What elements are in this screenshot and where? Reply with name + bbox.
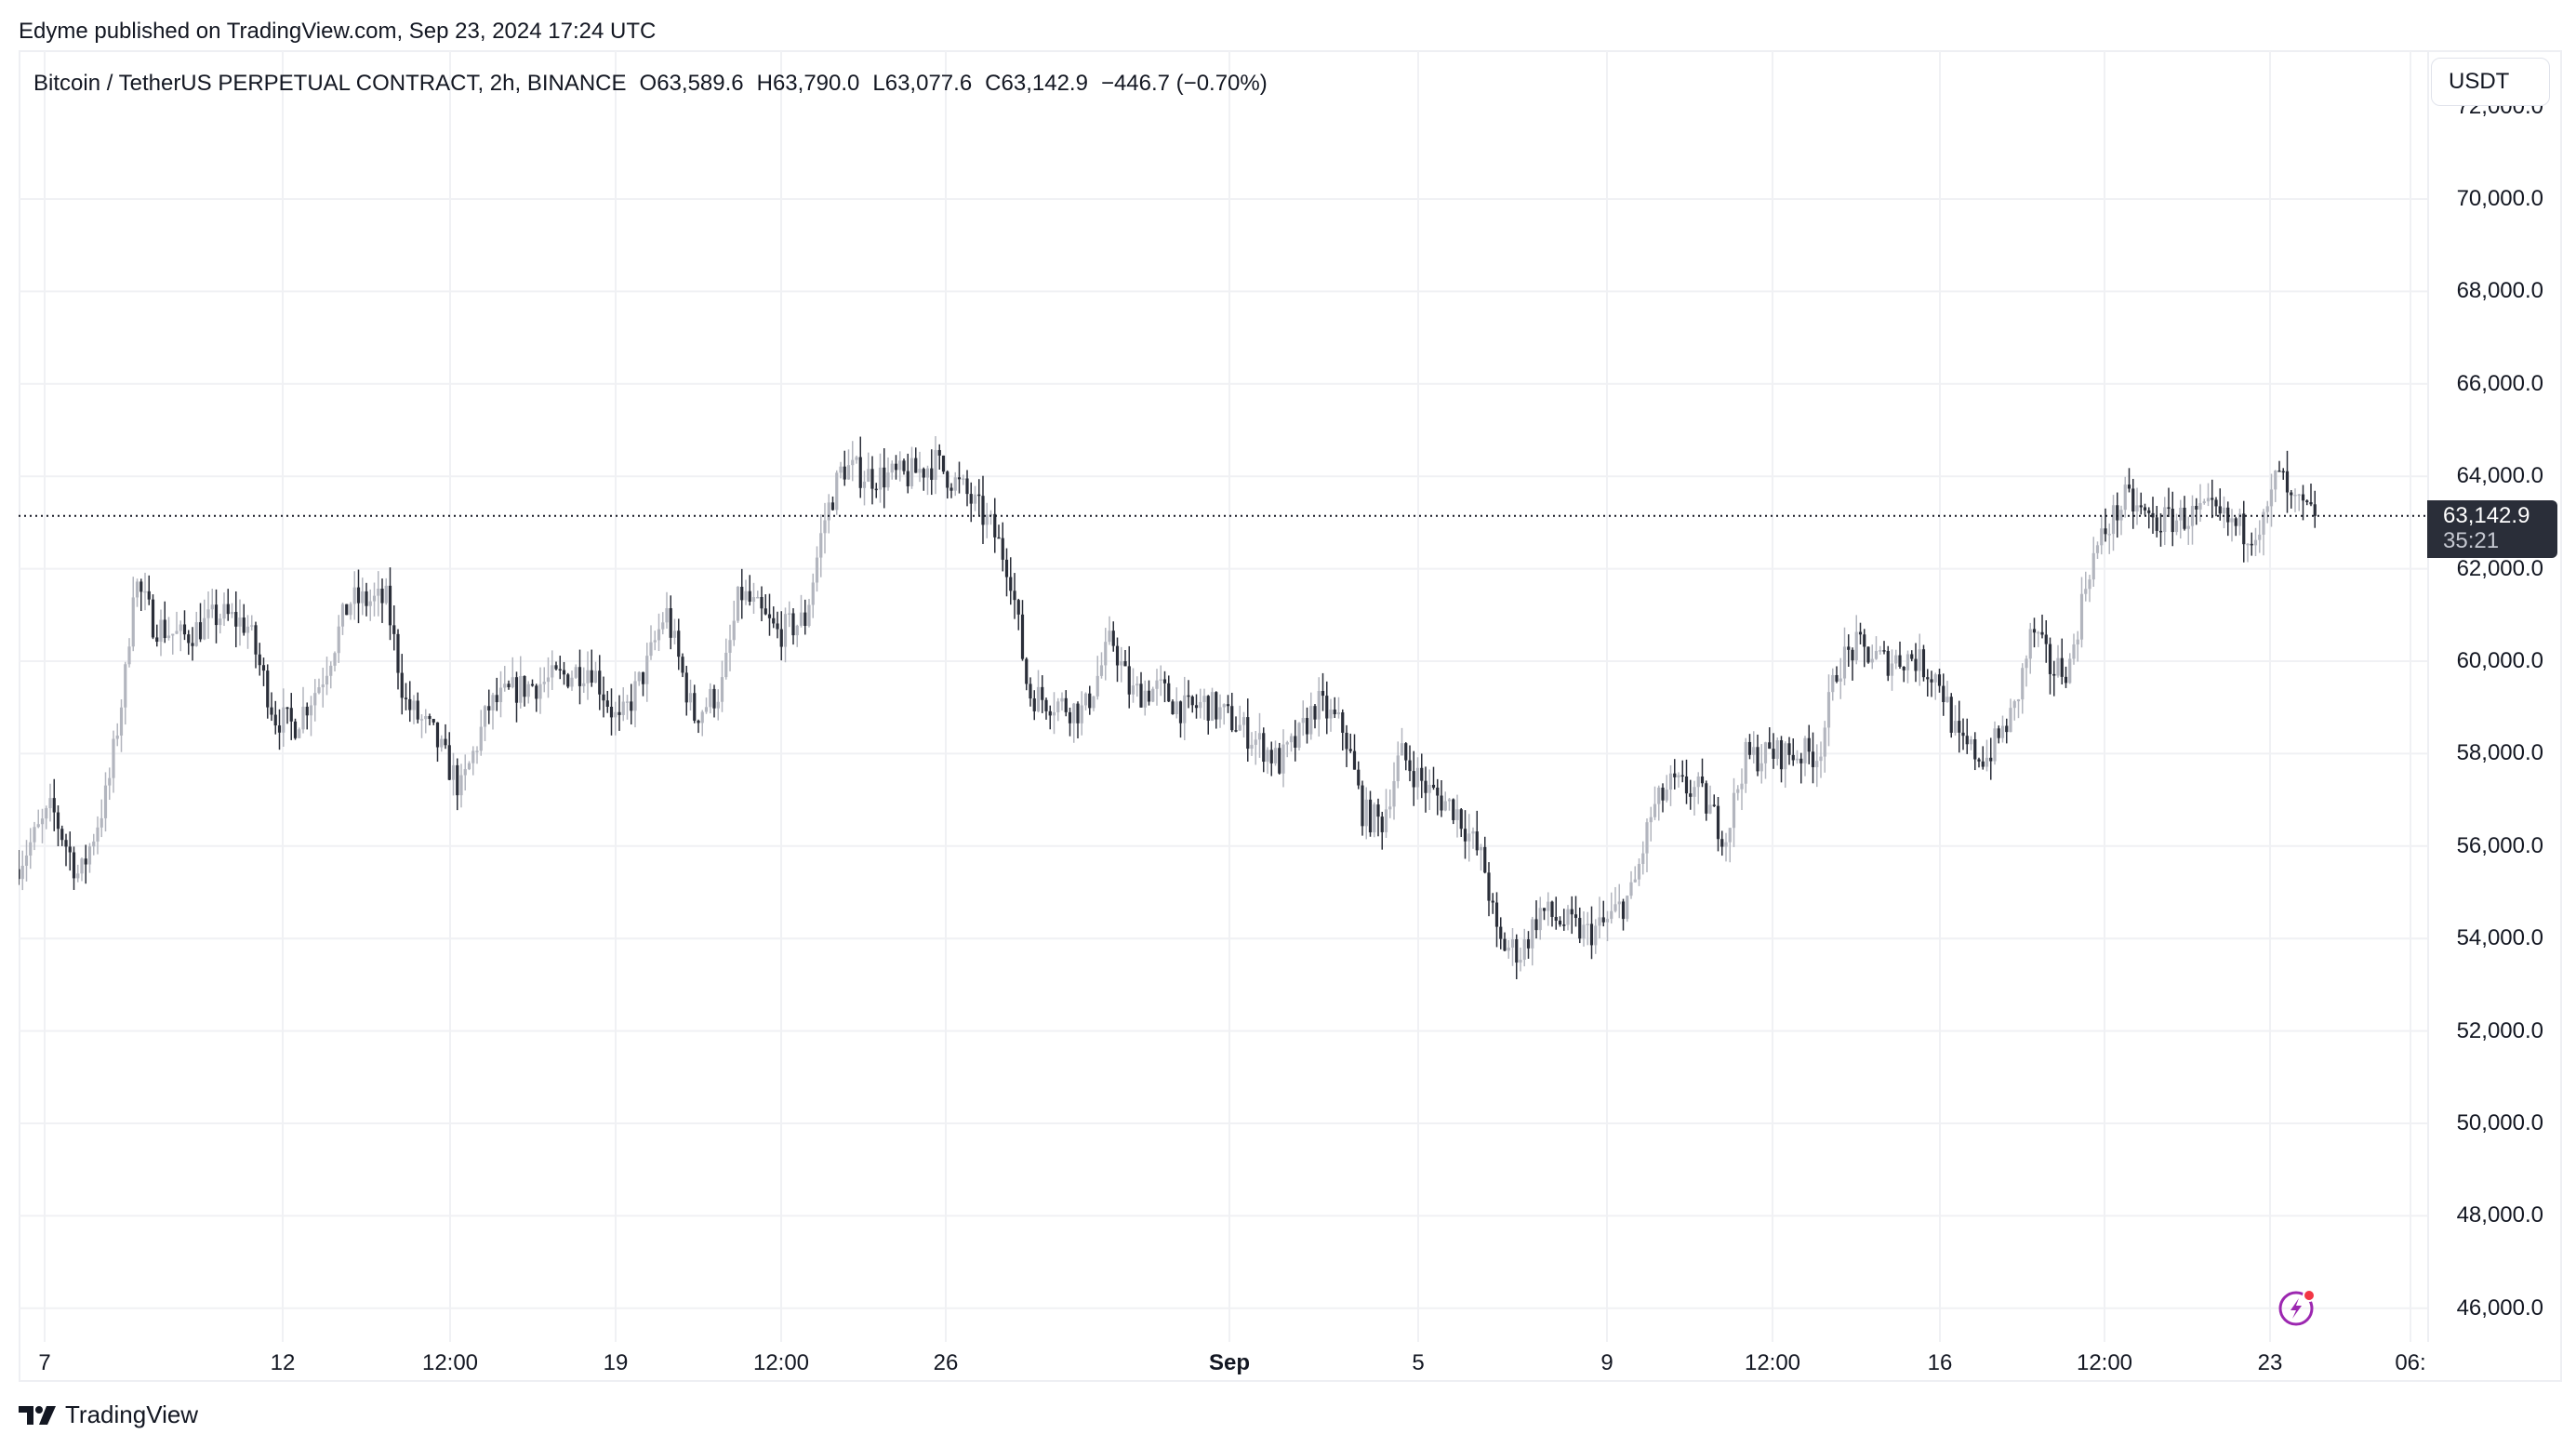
price-tick-label: 66,000.0: [2456, 370, 2543, 396]
time-tick-label: 7: [38, 1350, 51, 1375]
price-tick-label: 70,000.0: [2456, 186, 2543, 211]
last-price-tag: 63,142.9 35:21: [2427, 499, 2557, 558]
time-tick-label: 19: [603, 1350, 629, 1375]
time-tick-label: 12:00: [2076, 1350, 2133, 1375]
price-tick-label: 68,000.0: [2456, 278, 2543, 304]
chart-pane[interactable]: [19, 51, 2427, 1342]
time-tick-label: 12: [270, 1350, 296, 1375]
price-tick-label: 56,000.0: [2456, 832, 2543, 858]
legend-change: −446.7 (−0.70%): [1100, 71, 1268, 96]
time-tick-label: 23: [2257, 1350, 2283, 1375]
price-tick-label: 52,000.0: [2456, 1017, 2543, 1043]
price-scale[interactable]: 70,000.0 68,000.0 66,000.0 64,000.0 62,000.0…: [2427, 51, 2562, 1342]
price-tick-label: 62,000.0: [2456, 555, 2543, 581]
time-scale[interactable]: 7 12 12:00 19 12:00 26 Sep 5 9 12:00 16 12:00 23 06:: [19, 1342, 2427, 1381]
time-tick-label: 26: [933, 1350, 959, 1375]
price-tick-label: 64,000.0: [2456, 463, 2543, 489]
tradingview-logo[interactable]: TradingView: [19, 1401, 198, 1429]
time-tick-label: Sep: [1208, 1350, 1251, 1375]
last-price-value: 63,142.9: [2443, 502, 2530, 528]
time-tick-label: 12:00: [1744, 1350, 1801, 1375]
candlestick-chart[interactable]: [19, 51, 2427, 1342]
time-tick-label: 12:00: [752, 1350, 810, 1375]
footer-brand: TradingView: [65, 1401, 199, 1428]
legend-low: L63,077.6: [872, 71, 973, 96]
legend-symbol[interactable]: Bitcoin / TetherUS PERPETUAL CONTRACT, 2…: [33, 71, 627, 96]
price-tick-label: 48,000.0: [2456, 1202, 2543, 1228]
time-tick-label: 12:00: [421, 1350, 479, 1375]
time-tick-label: 9: [1600, 1350, 1613, 1375]
legend-open: O63,589.6: [639, 71, 744, 96]
lightning-bolt-icon[interactable]: [2277, 1287, 2317, 1328]
legend-close: C63,142.9: [985, 71, 1088, 96]
time-tick-label: 5: [1412, 1350, 1425, 1375]
time-tick-label: 16: [1927, 1350, 1953, 1375]
price-tick-label: 60,000.0: [2456, 648, 2543, 673]
currency-unit-button[interactable]: USDT: [2431, 58, 2550, 106]
price-tick-label: 58,000.0: [2456, 740, 2543, 766]
bar-countdown: 35:21: [2443, 527, 2500, 553]
publisher-line: Edyme published on TradingView.com, Sep …: [19, 19, 657, 44]
time-tick-label: 06:: [2395, 1350, 2426, 1375]
price-tick-label: 46,000.0: [2456, 1294, 2543, 1321]
price-tick-label: 54,000.0: [2456, 925, 2543, 951]
tradingview-logo-icon: [19, 1405, 56, 1425]
symbol-legend: Bitcoin / TetherUS PERPETUAL CONTRACT, 2…: [33, 71, 1281, 97]
chart-frame: [19, 50, 2562, 1382]
legend-high: H63,790.0: [756, 71, 860, 96]
price-tick-label: 50,000.0: [2456, 1110, 2543, 1135]
